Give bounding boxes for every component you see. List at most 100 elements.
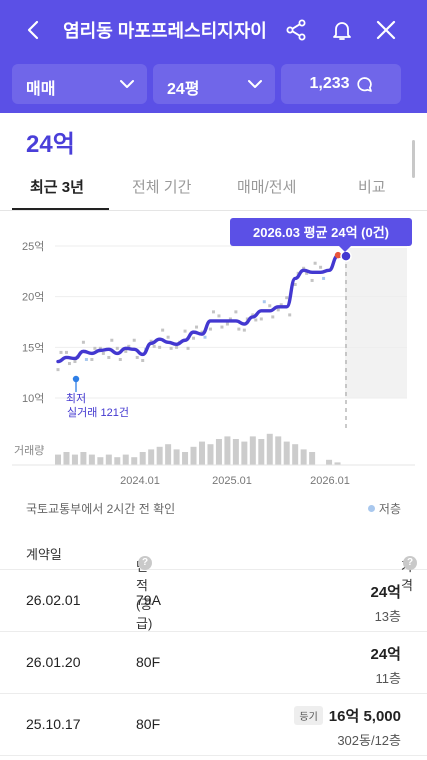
row-price: 24억 (371, 643, 402, 664)
low-floor-legend: 저층 (367, 500, 401, 517)
latest-trade-marker (334, 251, 342, 259)
trade-point (225, 322, 229, 326)
trade-point (237, 327, 241, 331)
future-area (345, 248, 407, 398)
trade-point (132, 338, 136, 342)
volume-bar (207, 444, 214, 465)
volume-bar (55, 454, 61, 465)
y-tick-label: 25억 (22, 240, 44, 253)
trade-point (254, 318, 258, 322)
row-amount: 24억 (370, 646, 402, 663)
trade-point (67, 362, 71, 366)
size-select[interactable]: 24평 (153, 64, 275, 104)
period-tabs: 최근 3년 전체 기간 매매/전세 비교 (0, 168, 427, 211)
volume-bar (266, 433, 273, 465)
trade-point (217, 314, 221, 318)
comments-count: 1,233 (309, 75, 350, 92)
volume-bar (173, 449, 180, 465)
trade-point (259, 317, 263, 321)
trade-point (302, 266, 306, 270)
volume-bar (326, 459, 333, 465)
volume-bar (292, 444, 299, 465)
trade-point (64, 350, 68, 354)
volume-bar (80, 452, 87, 465)
back-icon[interactable] (18, 14, 50, 46)
row-area: 80F (136, 654, 161, 670)
trade-point (115, 346, 119, 350)
trade-point (101, 351, 105, 355)
table-row[interactable]: 26.02.01 79A 24억 13층 (0, 570, 427, 632)
volume-bar (71, 454, 78, 465)
volume-bar (258, 439, 265, 465)
volume-bar (148, 449, 155, 465)
tab-all-period[interactable]: 전체 기간 (132, 179, 192, 196)
trade-point (73, 360, 77, 364)
trade-point (81, 340, 85, 344)
volume-bar (283, 441, 290, 465)
scrollbar[interactable] (412, 140, 415, 178)
volume-bar (190, 446, 197, 465)
trade-scatter (56, 261, 326, 372)
volume-bar (165, 444, 172, 465)
row-price: 등기 16억 5,000 (294, 705, 401, 726)
trade-point (135, 355, 139, 359)
trade-point (59, 350, 63, 354)
trade-point (279, 303, 283, 307)
trade-point (175, 345, 179, 349)
table-row[interactable]: 26.01.20 80F 24억 11층 (0, 632, 427, 694)
volume-bar (114, 457, 121, 465)
help-icon[interactable]: ? (138, 556, 152, 570)
close-icon[interactable] (370, 14, 402, 46)
row-amount: 16억 5,000 (328, 708, 401, 725)
trade-point (288, 313, 292, 317)
low-floor-label: 저층 (378, 502, 401, 516)
tab-compare[interactable]: 비교 (358, 179, 386, 196)
trade-point (268, 304, 272, 308)
trade-point (276, 308, 280, 312)
help-icon[interactable]: ? (403, 556, 417, 570)
tab-sale-jeonse[interactable]: 매매/전세 (237, 179, 297, 196)
trade-point (192, 336, 196, 340)
tooltip: 2026.03 평균 24억 (0건) (230, 218, 412, 252)
table-row[interactable]: 25.10.17 80F 등기 16억 5,000 302동/12층 (0, 694, 427, 756)
trade-point (107, 355, 111, 359)
min-label: 최저 (66, 392, 86, 405)
y-tick-label: 20억 (22, 291, 44, 304)
row-area: 79A (136, 592, 161, 608)
volume-bar (63, 452, 70, 465)
volume-bar (300, 449, 307, 465)
share-icon[interactable] (280, 14, 312, 46)
min-price-marker: 최저 실거래 121건 (66, 375, 129, 419)
trade-type-select[interactable]: 매매 (12, 64, 147, 104)
trade-point (166, 335, 170, 339)
y-tick-label: 15억 (22, 341, 44, 354)
tab-recent-3y[interactable]: 최근 3년 (30, 179, 84, 196)
filter-bar: 매매 24평 1,233 (12, 64, 415, 104)
y-tick-label: 10억 (22, 392, 44, 405)
volume-bar (249, 436, 256, 465)
cursor-point[interactable] (340, 250, 352, 262)
chevron-down-icon (248, 80, 262, 88)
volume-bar (131, 457, 138, 465)
trade-point (220, 325, 224, 329)
trade-point (251, 313, 255, 317)
price-line (56, 254, 348, 364)
trade-point (98, 346, 102, 350)
price-chart[interactable]: 25억 20억 15억 10억 2026.03 평균 24억 (0건) 최저 실거래 … (0, 214, 427, 494)
row-amount: 24억 (370, 584, 402, 601)
row-date: 26.01.20 (26, 654, 81, 670)
trade-point (242, 328, 246, 332)
bell-icon[interactable] (326, 14, 358, 46)
volume-bar (334, 462, 341, 465)
trade-point (203, 335, 207, 339)
trade-point (56, 368, 60, 372)
trade-point (110, 338, 114, 342)
trade-point (262, 300, 266, 304)
chat-icon (356, 76, 372, 92)
volume-bar (122, 454, 129, 465)
top-bar: 염리동 마포프레스티지자이 (0, 0, 427, 60)
trade-point (124, 349, 128, 353)
comments-button[interactable]: 1,233 (281, 64, 401, 104)
trade-point (186, 346, 190, 350)
trade-point (228, 317, 232, 321)
